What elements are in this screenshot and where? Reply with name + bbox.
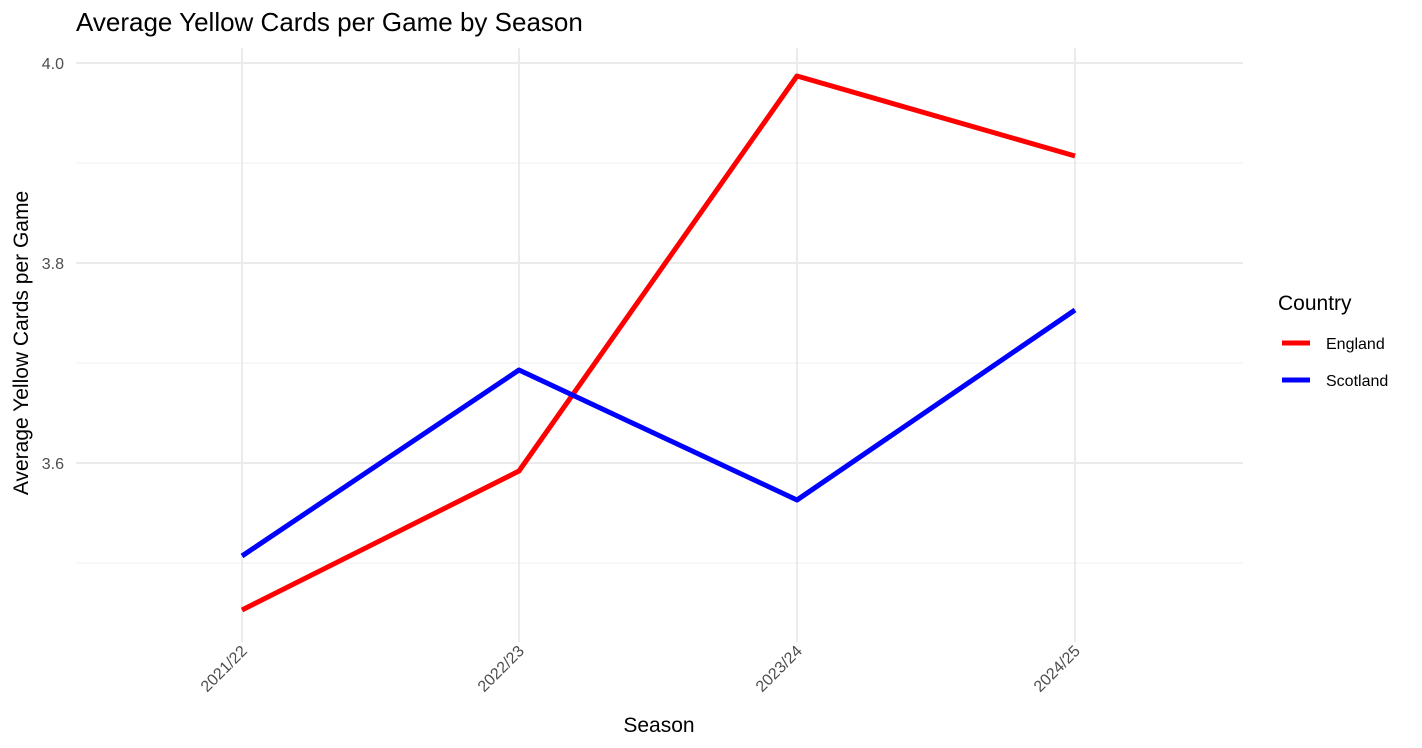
series-line-england <box>240 73 1076 613</box>
series-lines <box>240 73 1077 613</box>
x-axis-title: Season <box>623 714 694 737</box>
x-tick-label: 2024/25 <box>1031 643 1084 696</box>
series-line-scotland <box>240 307 1077 559</box>
x-tick-label: 2022/23 <box>475 643 528 696</box>
x-tick-label: 2023/24 <box>753 643 806 696</box>
y-tick-label: 3.8 <box>42 256 64 273</box>
grid <box>76 48 1243 642</box>
y-tick-label: 4.0 <box>42 56 64 73</box>
legend-label: Scotland <box>1326 373 1388 390</box>
y-tick-label: 3.6 <box>42 456 64 473</box>
x-axis-ticks: 2021/22 2022/23 2023/24 2024/25 <box>198 643 1084 696</box>
legend-label: England <box>1326 336 1385 353</box>
y-axis-ticks: 3.6 3.8 4.0 <box>42 56 64 473</box>
legend-item-scotland: Scotland <box>1282 373 1388 390</box>
legend: Country England Scotland <box>1278 292 1388 390</box>
x-tick-label: 2021/22 <box>198 643 251 696</box>
y-axis-title: Average Yellow Cards per Game <box>10 191 33 495</box>
legend-title: Country <box>1278 292 1352 315</box>
chart-title: Average Yellow Cards per Game by Season <box>76 7 583 37</box>
legend-item-england: England <box>1282 336 1385 353</box>
